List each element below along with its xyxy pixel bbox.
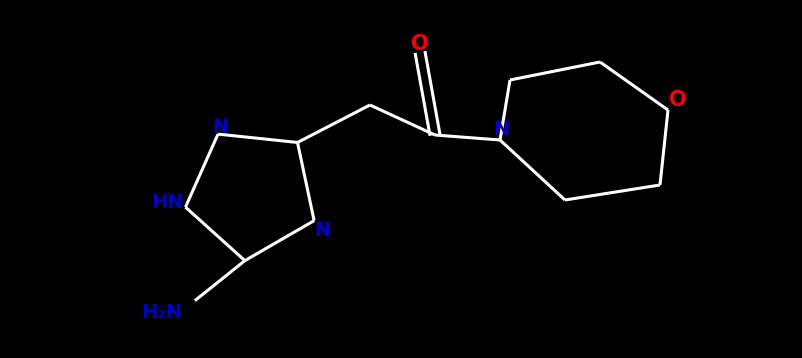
Text: O: O: [411, 34, 429, 54]
Text: O: O: [669, 90, 687, 110]
Text: N: N: [314, 221, 330, 240]
Text: N: N: [212, 118, 228, 137]
Text: N: N: [493, 121, 509, 140]
Text: HN: HN: [152, 193, 184, 212]
Text: H₂N: H₂N: [141, 303, 182, 322]
